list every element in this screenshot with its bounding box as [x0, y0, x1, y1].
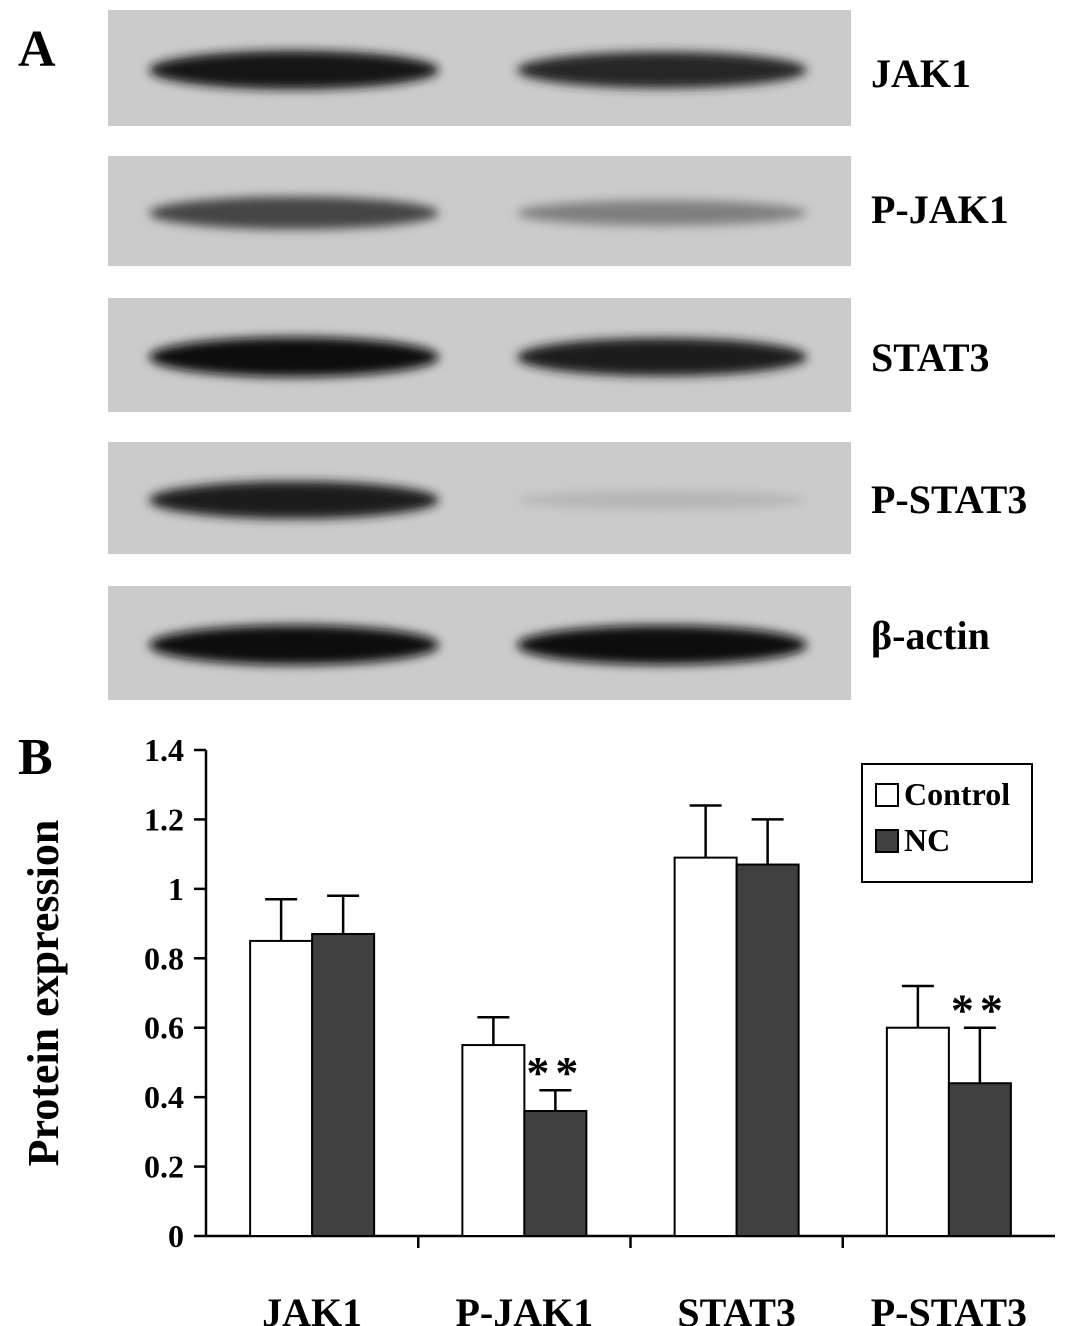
panel-b-letter: B — [18, 729, 53, 786]
blot-band-lane-2 — [517, 490, 807, 510]
blot-band-lane-2 — [517, 625, 807, 665]
bar-nc-stat3 — [735, 863, 800, 1238]
x-category-label: STAT3 — [677, 1290, 796, 1326]
blot-band-lane-2 — [517, 337, 807, 377]
blot-strip — [108, 156, 851, 266]
blot-band-lane-1 — [149, 196, 439, 230]
y-tick-label: 0.8 — [144, 940, 184, 976]
blot-band-lane-1 — [149, 481, 439, 519]
significance-marker: ** — [951, 985, 1009, 1036]
blot-label: P-STAT3 — [871, 477, 1028, 522]
bar-nc-jak1 — [311, 932, 376, 1237]
y-tick-label: 0.6 — [144, 1010, 184, 1046]
blot-band-lane-2 — [517, 200, 807, 226]
blot-label: JAK1 — [871, 51, 971, 96]
blot-strip — [108, 586, 851, 700]
y-tick-label: 0 — [168, 1218, 184, 1254]
blot-band-lane-1 — [149, 50, 439, 90]
bar-nc-p-stat3 — [947, 1082, 1012, 1237]
legend-label-nc: NC — [904, 822, 950, 858]
panel-a-letter: A — [18, 21, 56, 78]
legend-label-control: Control — [904, 776, 1010, 812]
significance-marker: ** — [526, 1047, 584, 1098]
bar-control-stat3 — [673, 856, 738, 1237]
blot-band-lane-2 — [517, 51, 807, 89]
blot-strip — [108, 442, 851, 554]
blot-label: STAT3 — [871, 335, 990, 380]
y-tick-label: 0.4 — [144, 1079, 184, 1115]
blot-strip — [108, 298, 851, 412]
bar-nc-p-jak1 — [523, 1110, 588, 1237]
x-category-label: JAK1 — [262, 1290, 362, 1326]
y-tick-label: 0.2 — [144, 1149, 184, 1185]
bar-control-jak1 — [249, 939, 314, 1238]
y-tick-label: 1.2 — [144, 801, 184, 837]
blot-band-lane-1 — [149, 625, 439, 665]
legend-swatch-control — [875, 783, 899, 807]
bar-chart: 0 0.2 0.4 0.6 0.8 1 1.2 1.4 Protein expression JA… — [19, 732, 1055, 1326]
bar-control-p-stat3 — [885, 1026, 950, 1238]
x-category-label: P-JAK1 — [455, 1290, 593, 1326]
bar-control-p-jak1 — [461, 1044, 526, 1238]
blot-band-lane-1 — [149, 337, 439, 377]
blot-label: β-actin — [871, 613, 990, 658]
y-axis-title: Protein expression — [19, 820, 68, 1167]
y-tick-label: 1.4 — [144, 732, 184, 768]
legend-swatch-nc — [875, 829, 899, 853]
x-category-label: P-STAT3 — [871, 1290, 1027, 1326]
y-tick-label: 1 — [168, 871, 184, 907]
blot-label: P-JAK1 — [871, 187, 1009, 232]
blot-strip — [108, 10, 851, 126]
